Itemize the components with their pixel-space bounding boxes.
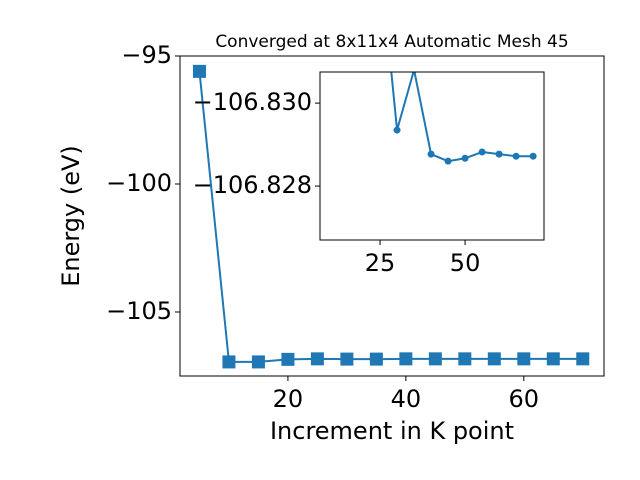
line (390, 72, 534, 163)
marker (369, 352, 383, 366)
x-tick-label: 40 (391, 385, 422, 413)
marker (281, 352, 295, 366)
marker (393, 126, 401, 134)
x-tick-label: 50 (450, 249, 481, 277)
marker (546, 352, 560, 366)
marker (517, 352, 531, 366)
marker (427, 150, 435, 158)
x-tick-label: 25 (365, 249, 396, 277)
marker (399, 352, 413, 366)
marker (251, 355, 265, 369)
frame (179, 55, 605, 377)
marker (444, 157, 452, 165)
x-tick-label: 20 (273, 385, 304, 413)
plot (390, 72, 537, 165)
frame (319, 71, 545, 241)
y-axis-label: Energy (eV) (57, 145, 85, 287)
plot (192, 64, 590, 369)
marker (340, 352, 354, 366)
marker (192, 64, 206, 78)
y-tick-label: −95 (121, 41, 172, 69)
y-tick-label: −106.830 (193, 88, 312, 116)
marker (512, 152, 520, 160)
marker (310, 352, 324, 366)
x-tick-label: 60 (509, 385, 540, 413)
marker (461, 154, 469, 162)
x-axis-label: Increment in K point (270, 417, 514, 445)
marker (487, 352, 501, 366)
marker (495, 150, 503, 158)
y-tick-label: −106.828 (193, 171, 312, 199)
y-tick-label: −105 (106, 297, 172, 325)
chart-title: Converged at 8x11x4 Automatic Mesh 45 (215, 32, 568, 52)
marker (529, 152, 537, 160)
marker (428, 352, 442, 366)
marker (478, 148, 486, 156)
marker (458, 352, 472, 366)
marker (576, 352, 590, 366)
marker (222, 355, 236, 369)
y-tick-label: −100 (106, 169, 172, 197)
